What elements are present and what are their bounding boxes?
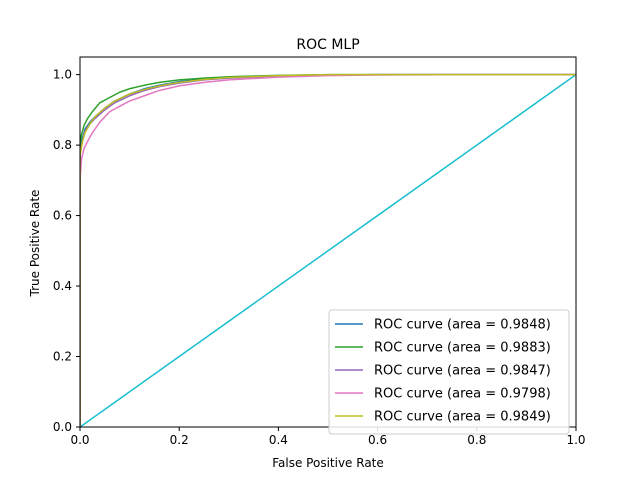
- x-axis: 0.0 0.2 0.4 0.6 0.8 1.0: [70, 427, 586, 447]
- y-axis: 0.0 0.2 0.4 0.6 0.8 1.0: [53, 68, 80, 434]
- legend-label-4: ROC curve (area = 0.9798): [374, 387, 551, 402]
- x-tick-label: 0.8: [467, 433, 486, 447]
- x-tick-label: 0.2: [170, 433, 189, 447]
- legend-label-5: ROC curve (area = 0.9849): [374, 410, 551, 425]
- y-tick-label: 0.8: [53, 138, 72, 152]
- y-axis-label: True Positive Rate: [28, 190, 42, 298]
- roc-series-line-4: [80, 73, 576, 427]
- y-tick-label: 0.4: [53, 279, 72, 293]
- roc-series-line-5: [80, 73, 576, 427]
- chart-title: ROC MLP: [296, 37, 359, 53]
- plot-area: [79, 56, 577, 428]
- legend-label-1: ROC curve (area = 0.9848): [374, 318, 551, 333]
- y-tick-label: 1.0: [53, 68, 72, 82]
- x-tick-label: 0.6: [368, 433, 387, 447]
- y-tick-label: 0.6: [53, 209, 72, 223]
- plot-frame: [79, 56, 577, 428]
- legend: ROC curve (area = 0.9848) ROC curve (area…: [328, 309, 570, 435]
- legend-box: [328, 309, 570, 435]
- legend-label-2: ROC curve (area = 0.9883): [374, 341, 551, 356]
- legend-label-3: ROC curve (area = 0.9847): [374, 364, 551, 379]
- x-tick-label: 1.0: [566, 433, 585, 447]
- y-tick-label: 0.2: [53, 350, 72, 364]
- x-tick-label: 0.0: [70, 433, 89, 447]
- x-axis-label: False Positive Rate: [272, 456, 384, 470]
- reference-diagonal-line: [80, 74, 576, 427]
- x-tick-label: 0.4: [269, 433, 288, 447]
- series-lines: [80, 73, 576, 427]
- y-tick-label: 0.0: [53, 420, 72, 434]
